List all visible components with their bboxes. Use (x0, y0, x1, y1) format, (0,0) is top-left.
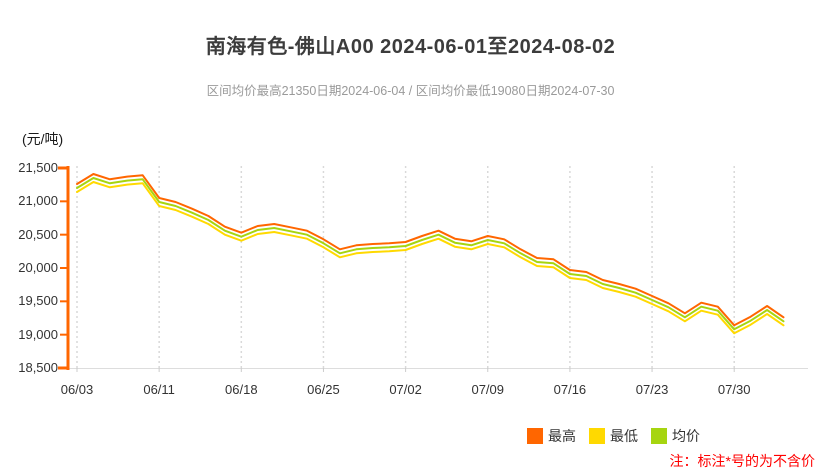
y-axis-tick-label: 19,000 (18, 326, 58, 342)
x-axis-tick-label: 06/18 (225, 382, 258, 397)
series-line-最高 (76, 173, 785, 327)
legend-swatch (589, 428, 605, 444)
series-line-均价 (76, 177, 785, 331)
x-axis-tick-label: 07/09 (471, 382, 505, 397)
x-axis-tick-label: 07/02 (389, 382, 422, 397)
legend-swatch (651, 428, 667, 444)
legend-item-最低: 最低 (589, 426, 638, 446)
y-axis-tick-label: 20,500 (18, 226, 58, 242)
chart-subtitle: 区间均价最高21350日期2024-06-04 / 区间均价最低19080日期2… (206, 84, 615, 98)
x-axis-tick-label: 06/25 (307, 382, 340, 397)
x-axis-tick-label: 06/11 (143, 382, 175, 397)
y-axis-tick-label: 21,000 (18, 193, 58, 209)
y-axis-tick-label: 19,500 (18, 293, 58, 309)
y-axis-tick-label: 21,500 (18, 160, 58, 175)
y-axis-unit-label: (元/吨) (22, 131, 64, 147)
x-axis-tick-label: 07/16 (553, 382, 587, 397)
x-axis-tick-label: 07/30 (717, 382, 751, 397)
footnote: 注：标注*号的为不含价 (669, 453, 815, 469)
page-title: 南海有色-佛山A00 2024-06-01至2024-08-02 (205, 36, 616, 58)
legend-item-均价: 均价 (651, 426, 700, 446)
legend-item-label: 均价 (672, 428, 700, 444)
series-line-最低 (76, 181, 785, 335)
legend-swatch (527, 428, 543, 444)
y-axis-tick-label: 20,000 (18, 260, 58, 275)
x-axis-tick-label: 07/23 (635, 382, 669, 397)
legend-item-label: 最高 (548, 428, 576, 444)
legend-item-label: 最低 (610, 428, 638, 444)
y-axis-tick-label: 18,500 (18, 360, 58, 375)
x-axis-tick-label: 06/03 (60, 382, 94, 397)
legend: 最高 最低 均价 (527, 426, 700, 446)
legend-item-最高: 最高 (527, 426, 576, 446)
